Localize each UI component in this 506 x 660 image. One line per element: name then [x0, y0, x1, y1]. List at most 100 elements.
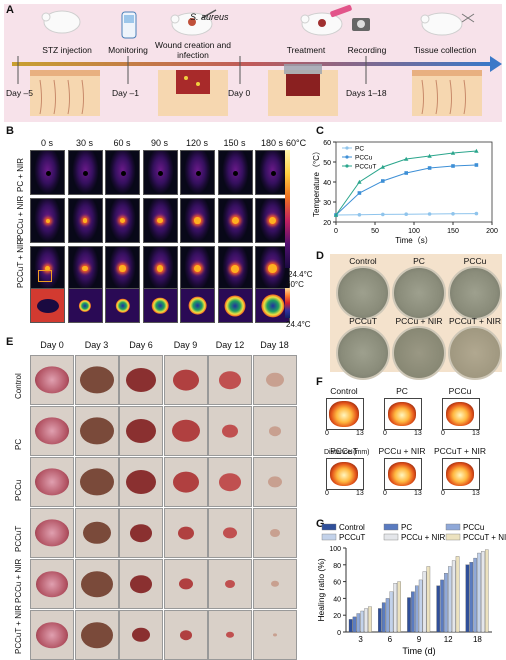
heat-ring — [78, 299, 92, 312]
panel-label-g: G — [316, 518, 325, 530]
day-label: Days 1–18 — [346, 88, 387, 98]
bar — [448, 566, 452, 633]
y-axis-label: Healing ratio (%) — [316, 558, 326, 621]
wound-photo — [208, 406, 252, 456]
wound-area — [267, 476, 282, 488]
bar — [393, 583, 398, 633]
temperature-line-chart: 20 30 40 50 60 0 50 100 150 200 Time（s） Temperature… — [312, 140, 498, 245]
y-tick-label: 40 — [323, 180, 331, 187]
x-tick-label: 6 — [388, 635, 393, 644]
wound-photo — [252, 610, 297, 660]
heat-ring — [188, 296, 207, 315]
y-tick-label: 20 — [323, 220, 331, 227]
y-tick-label: 20 — [333, 613, 341, 620]
hot-spot — [83, 170, 88, 176]
bar — [364, 608, 368, 633]
heatmap-label: PCCu + NIR — [378, 446, 426, 456]
y-tick-label: 0 — [337, 630, 341, 637]
zoom-thermal-image — [30, 288, 65, 323]
plate-label: PCCuT + NIR — [448, 316, 502, 326]
wound-photo — [119, 406, 163, 456]
thermal-image — [30, 150, 65, 195]
wound-area — [219, 371, 241, 389]
day-label: Day 18 — [260, 340, 289, 350]
wound-area — [126, 368, 156, 392]
bar — [444, 573, 448, 633]
bacterium-label: S. aureus — [190, 12, 229, 22]
wound-area — [172, 471, 199, 493]
thermal-image — [217, 198, 253, 243]
panel-label-c: C — [316, 125, 324, 137]
bar — [477, 552, 481, 633]
wound-heat-blob — [388, 402, 416, 426]
mouse-icon — [420, 12, 463, 36]
wound-area — [265, 372, 284, 388]
x-tick-label: 9 — [417, 635, 422, 644]
wound-heatmap — [326, 398, 364, 430]
wound-photo — [163, 457, 208, 507]
time-label: 90 s — [150, 138, 169, 148]
wound-photo — [74, 355, 119, 405]
wound-photo — [30, 406, 74, 456]
thermal-image — [180, 150, 215, 195]
wound-photo — [208, 355, 252, 405]
x-tick-label: 3 — [358, 635, 363, 644]
data-point — [427, 166, 432, 170]
heat-ring — [151, 297, 169, 314]
x-tick-label: 13 — [414, 490, 422, 497]
hot-spot — [45, 218, 50, 223]
wound-area — [80, 571, 113, 597]
wound-photo — [163, 559, 208, 609]
step-label: Monitoring — [108, 45, 148, 55]
thermal-image — [105, 198, 140, 243]
wound-area — [79, 417, 114, 445]
legend-marker — [345, 164, 349, 168]
wound-photo — [208, 559, 252, 609]
day-label: Day 0 — [40, 340, 64, 350]
bar — [360, 610, 365, 633]
wound-photo — [252, 457, 297, 507]
zoom-scale-top-label: 60°C — [286, 280, 304, 289]
timeline-arrow — [12, 62, 490, 66]
plate-label: PCCuT — [349, 316, 377, 326]
thermal-image — [142, 198, 178, 243]
thermal-image — [105, 150, 140, 195]
time-label: 180 s — [260, 138, 284, 148]
hot-spot — [231, 264, 239, 273]
thermal-image — [67, 150, 103, 195]
bar — [414, 585, 419, 633]
wound-heat-blob — [388, 462, 416, 486]
wound-photo — [30, 610, 74, 660]
step-label: Recording — [347, 45, 387, 55]
y-tick-label: 30 — [323, 200, 331, 207]
wound-photo — [208, 610, 252, 660]
scissors-icon — [461, 13, 475, 23]
plate-label: PCCu + NIR — [395, 316, 443, 326]
hot-spot — [45, 266, 50, 271]
syringe-icon — [201, 9, 217, 19]
wound-photo — [74, 559, 119, 609]
wound-photo — [74, 457, 119, 507]
bar — [440, 579, 444, 633]
x-tick-label: 12 — [444, 635, 453, 644]
camera-icon — [352, 18, 370, 31]
group-label: Control — [14, 373, 23, 399]
data-point — [474, 148, 479, 153]
bar — [418, 579, 423, 633]
bar — [465, 564, 470, 633]
legend-label: PCCuT + NIR — [463, 533, 506, 542]
bar — [455, 556, 460, 633]
x-tick-label: 0 — [441, 490, 445, 497]
x-tick-label: 13 — [472, 430, 480, 437]
hot-spot — [158, 170, 163, 176]
agar-plate — [336, 326, 390, 380]
hot-spot — [233, 170, 238, 176]
agar-plate — [392, 326, 446, 380]
wound-area — [36, 622, 68, 648]
heat-ring — [224, 295, 246, 316]
x-tick-label: 200 — [486, 228, 498, 235]
bar — [368, 606, 372, 633]
legend-swatch — [321, 523, 337, 531]
wound-spot — [36, 298, 59, 313]
wound-area — [79, 468, 114, 496]
